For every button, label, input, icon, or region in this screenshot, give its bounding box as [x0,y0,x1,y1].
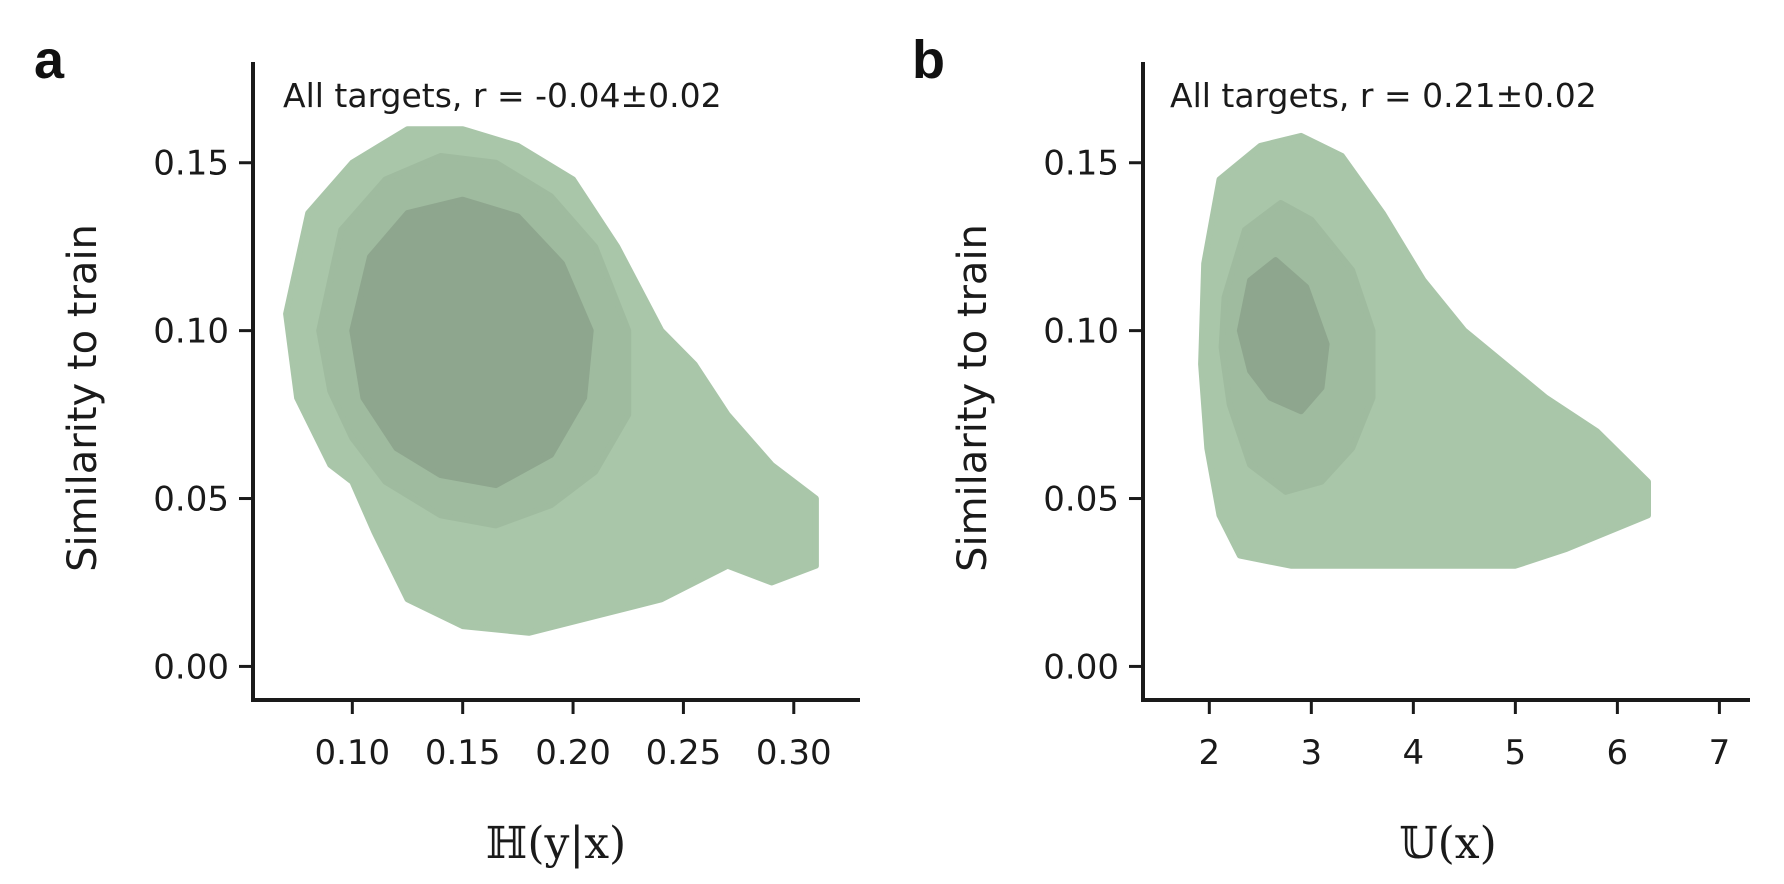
y-tick-label-a: 0.00 [153,647,229,687]
density-contour-level-3-a [349,196,594,489]
axes-b [1141,62,1750,702]
annotation-a: All targets, r = -0.04±0.02 [283,76,722,115]
x-ticks-a: 0.10 0.15 0.20 0.25 0.30 [314,700,832,773]
density-contours-b [1198,132,1651,569]
x-axis-label-b: 𝕌(x) [1399,818,1497,869]
x-tick-label-a: 0.10 [314,733,390,773]
y-tick-label-b: 0.05 [1043,480,1119,520]
y-ticks-a: 0.00 0.05 0.10 0.15 [153,144,253,687]
x-tick-label-b: 4 [1403,733,1425,773]
panel-b: b 0.00 0.05 0.10 0.15 2 3 4 5 6 7 All targets, r… [912,30,1750,869]
y-tick-label-a: 0.15 [153,144,229,184]
y-ticks-b: 0.00 0.05 0.10 0.15 [1043,144,1143,687]
density-contour-level-3-b [1236,257,1330,415]
x-tick-label-b: 6 [1607,733,1629,773]
y-axis-label-a: Similarity to train [60,224,106,572]
y-axis-label-b: Similarity to train [950,224,996,572]
x-tick-label-b: 2 [1198,733,1220,773]
y-tick-label-b: 0.15 [1043,144,1119,184]
panel-letter-a: a [34,30,65,90]
x-tick-label-b: 7 [1709,733,1731,773]
axes-a [251,62,860,702]
y-tick-label-b: 0.10 [1043,312,1119,352]
x-ticks-b: 2 3 4 5 6 7 [1198,700,1730,773]
x-tick-label-a: 0.25 [646,733,722,773]
panel-letter-b: b [912,30,945,90]
x-axis-label-a: ℍ(y|x) [486,818,626,869]
panel-a: a 0.000.050.100.15 0.10 0.15 0.20 0.25 0.30 … [34,30,860,869]
density-contours-a [283,126,819,636]
annotation-b: All targets, r = 0.21±0.02 [1170,76,1597,115]
x-tick-label-b: 3 [1301,733,1323,773]
x-tick-label-a: 0.15 [425,733,501,773]
y-tick-label-b: 0.00 [1043,647,1119,687]
y-tick-label-a: 0.10 [153,312,229,352]
x-tick-label-a: 0.20 [535,733,611,773]
y-tick-label-a: 0.05 [153,480,229,520]
x-tick-label-a: 0.30 [756,733,832,773]
x-tick-label-b: 5 [1505,733,1527,773]
